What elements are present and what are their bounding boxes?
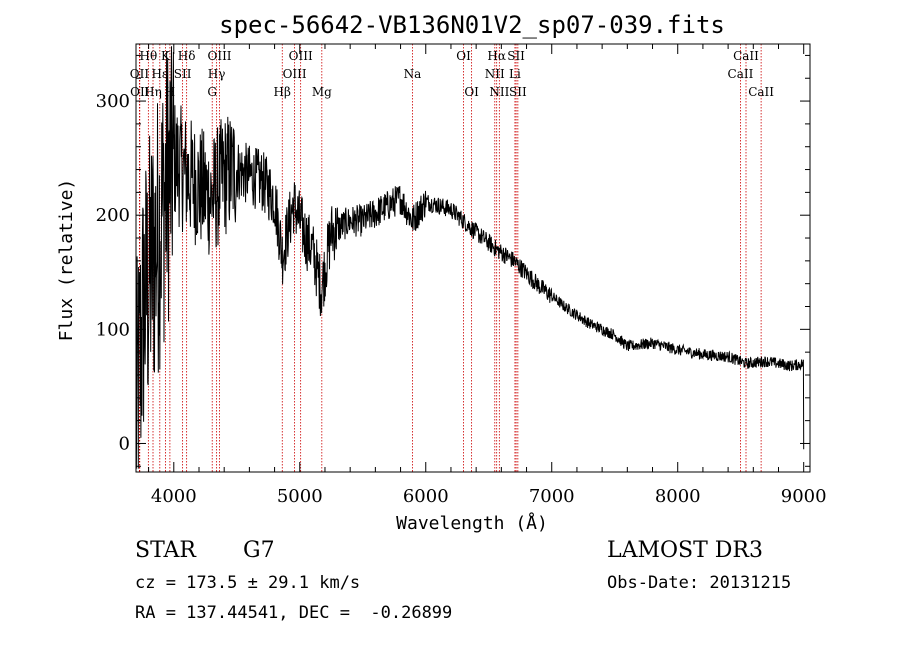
axis-ticks xyxy=(136,44,810,472)
plot-frame xyxy=(135,43,811,473)
spectral-line-label-11: G xyxy=(207,85,217,99)
x-tick-label: 8000 xyxy=(655,486,701,507)
x-tick-label: 9000 xyxy=(781,486,827,507)
chart-title: spec-56642-VB136N01V2_sp07-039.fits xyxy=(219,11,725,39)
spectral-line-label-1: OII xyxy=(130,67,150,81)
spectral-line-label-27: CaII xyxy=(748,85,774,99)
spectral-line-label-8: Hδ xyxy=(178,49,196,63)
x-tick-label: 7000 xyxy=(529,486,575,507)
spectral-line-label-0: Hθ xyxy=(139,49,157,63)
spectral-line-label-7: SII xyxy=(174,67,192,81)
spectral-line-label-2: OII xyxy=(130,85,150,99)
spectral-line-label-14: OIII xyxy=(283,67,307,81)
y-tick-label: 0 xyxy=(119,433,130,454)
coordinates-readout: RA = 137.44541, DEC = -0.26899 xyxy=(135,603,453,623)
object-subclass: G7 xyxy=(243,538,275,563)
spectral-line-markers xyxy=(139,44,762,472)
spectral-line-label-10: Hγ xyxy=(208,67,226,81)
spectral-line-label-9: OIII xyxy=(207,49,231,63)
spectral-line-label-12: Hβ xyxy=(274,85,291,99)
y-tick-label: 200 xyxy=(96,205,130,226)
survey-name: LAMOST DR3 xyxy=(607,538,763,563)
axis-tick-labels: 4000 5000 6000 7000 8000 9000 0 100 200 300 xyxy=(96,91,827,507)
spectral-line-label-20: NII xyxy=(485,67,505,81)
spectral-line-label-4: Hε xyxy=(151,67,168,81)
spectrum-trace xyxy=(135,46,805,469)
spectral-line-label-17: OI xyxy=(456,49,471,63)
spectral-line-label-21: NII xyxy=(489,85,509,99)
y-axis-label: Flux (relative) xyxy=(56,179,77,342)
obs-date: Obs-Date: 20131215 xyxy=(607,573,792,593)
x-tick-label: 4000 xyxy=(151,486,197,507)
spectral-line-label-19: Hα xyxy=(487,49,506,63)
redshift-readout: cz = 173.5 ± 29.1 km/s xyxy=(135,573,361,593)
spectral-line-label-15: Mg xyxy=(312,85,332,99)
spectral-line-label-13: OIII xyxy=(289,49,313,63)
spectral-line-label-26: CaII xyxy=(728,67,754,81)
y-tick-label: 300 xyxy=(96,91,130,112)
object-class: STAR xyxy=(135,538,196,563)
spectral-line-label-23: Li xyxy=(509,67,521,81)
y-tick-label: 100 xyxy=(96,319,130,340)
x-tick-label: 5000 xyxy=(277,486,323,507)
spectral-line-label-24: SII xyxy=(509,85,527,99)
x-axis-label: Wavelength (Å) xyxy=(396,512,548,534)
spectral-line-label-25: CaII xyxy=(733,49,759,63)
spectral-line-label-22: SII xyxy=(507,49,525,63)
x-tick-label: 6000 xyxy=(403,486,449,507)
spectral-line-label-18: OI xyxy=(464,85,479,99)
spectral-line-label-5: K xyxy=(161,49,171,63)
spectral-line-label-3: Hη xyxy=(144,85,162,99)
spectral-line-label-16: Na xyxy=(404,67,422,81)
